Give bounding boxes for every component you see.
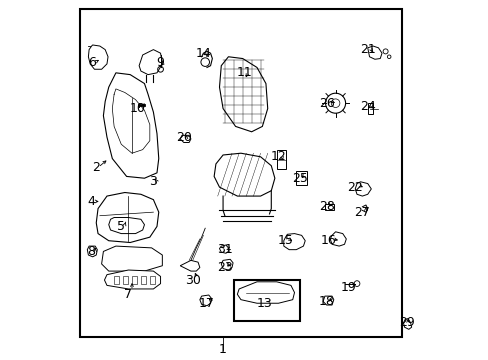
Text: 29: 29 [398, 316, 414, 329]
Text: 27: 27 [354, 206, 369, 219]
Bar [149, 276, 155, 284]
Bar [296, 171, 306, 185]
Bar [367, 103, 372, 114]
Text: 4: 4 [87, 195, 95, 208]
Text: 24: 24 [359, 100, 375, 113]
Text: 1: 1 [219, 343, 226, 356]
Text: 18: 18 [318, 295, 334, 308]
Text: 16: 16 [320, 234, 336, 247]
Polygon shape [104, 270, 160, 289]
Polygon shape [283, 234, 305, 249]
Polygon shape [221, 259, 233, 270]
Text: 30: 30 [184, 274, 200, 287]
Text: 10: 10 [129, 102, 145, 115]
Text: 19: 19 [340, 281, 355, 294]
Text: 21: 21 [359, 43, 375, 56]
Polygon shape [108, 217, 144, 234]
Bar [141, 276, 146, 284]
Text: 3: 3 [149, 175, 157, 188]
Text: 11: 11 [236, 66, 252, 79]
Text: 22: 22 [346, 181, 363, 194]
Polygon shape [367, 46, 381, 59]
Polygon shape [403, 319, 411, 329]
Polygon shape [214, 153, 274, 196]
Bar [276, 150, 285, 169]
Polygon shape [103, 73, 159, 178]
Text: 9: 9 [156, 55, 164, 69]
Polygon shape [180, 260, 200, 271]
Text: 14: 14 [195, 47, 211, 60]
Bar [123, 276, 128, 284]
Text: 6: 6 [87, 55, 95, 69]
Text: 28: 28 [318, 200, 334, 213]
Polygon shape [139, 50, 162, 75]
Bar [233, 280, 299, 321]
Polygon shape [88, 45, 108, 69]
Polygon shape [354, 182, 370, 196]
Text: 12: 12 [270, 150, 286, 163]
Polygon shape [237, 282, 294, 303]
Text: 17: 17 [199, 297, 215, 310]
Text: 31: 31 [217, 243, 232, 256]
Polygon shape [102, 246, 162, 271]
Polygon shape [96, 193, 159, 243]
Text: 25: 25 [291, 172, 307, 185]
Text: 26: 26 [318, 97, 334, 110]
Polygon shape [87, 246, 97, 257]
Text: 5: 5 [117, 220, 125, 233]
Bar [132, 276, 137, 284]
Text: 2: 2 [92, 161, 100, 174]
Polygon shape [200, 295, 211, 306]
Text: 7: 7 [124, 288, 132, 301]
Text: 8: 8 [87, 245, 96, 258]
Text: 23: 23 [217, 261, 232, 274]
Text: 13: 13 [256, 297, 271, 310]
Polygon shape [219, 245, 228, 253]
Polygon shape [323, 296, 333, 305]
Text: 20: 20 [176, 131, 191, 144]
Polygon shape [329, 232, 346, 246]
Bar [114, 276, 119, 284]
Polygon shape [180, 135, 190, 143]
Polygon shape [219, 57, 267, 132]
Bar [324, 204, 333, 210]
Text: 15: 15 [277, 234, 293, 247]
